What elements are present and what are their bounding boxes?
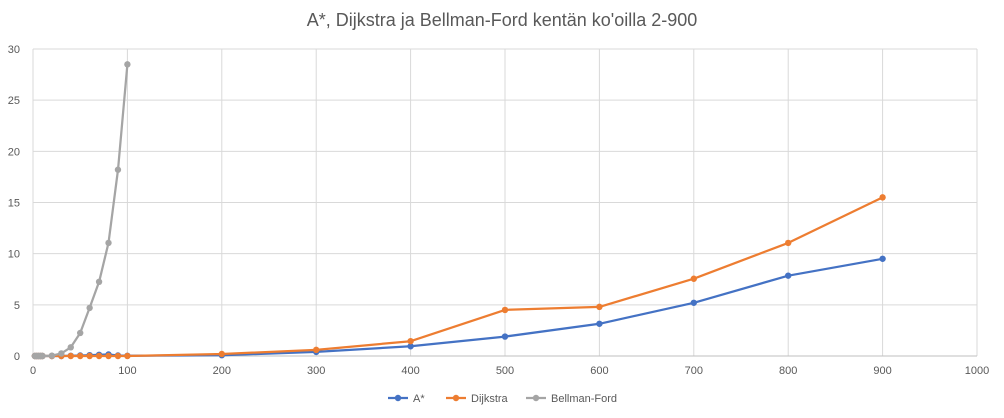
x-tick-label: 600 — [590, 365, 608, 377]
y-tick-label: 30 — [8, 44, 20, 56]
data-point — [105, 352, 112, 360]
data-point — [86, 304, 93, 312]
data-point — [879, 255, 886, 262]
legend-item: Dijkstra — [446, 393, 509, 405]
data-point — [77, 352, 84, 360]
data-point — [95, 352, 103, 360]
data-point — [501, 333, 509, 340]
data-point — [114, 352, 122, 360]
data-point — [124, 352, 131, 360]
data-point — [114, 166, 122, 173]
data-point — [124, 61, 131, 68]
legend-label: Bellman-Ford — [551, 393, 617, 405]
data-point — [77, 329, 84, 337]
x-tick-label: 800 — [779, 365, 797, 377]
data-point — [879, 194, 886, 201]
legend-marker — [394, 394, 402, 402]
y-tick-label: 0 — [14, 351, 20, 363]
data-point — [501, 306, 509, 314]
series-dijkstra — [31, 194, 886, 360]
data-point — [313, 346, 320, 354]
data-point — [785, 272, 792, 279]
data-point — [596, 303, 603, 311]
y-axis-ticks: 0 5 10 15 20 25 30 — [8, 44, 20, 363]
data-point — [95, 278, 103, 286]
y-tick-label: 5 — [14, 300, 20, 312]
legend-item: A* — [388, 393, 425, 405]
data-point — [86, 352, 93, 360]
x-tick-label: 400 — [401, 365, 419, 377]
x-tick-label: 100 — [118, 365, 136, 377]
series-line — [33, 257, 884, 358]
x-tick-label: 900 — [873, 365, 891, 377]
data-point — [407, 337, 414, 345]
x-tick-label: 700 — [685, 365, 703, 377]
data-point — [690, 275, 697, 282]
series-layer — [31, 61, 886, 360]
y-tick-label: 25 — [8, 95, 20, 107]
legend-item: Bellman-Ford — [526, 393, 617, 405]
series-bellman-ford — [31, 61, 131, 360]
x-tick-label: 0 — [30, 365, 36, 377]
legend-marker — [532, 394, 540, 402]
y-tick-label: 10 — [8, 249, 20, 261]
y-tick-label: 15 — [8, 198, 20, 210]
series-a — [31, 255, 886, 360]
data-point — [690, 299, 697, 306]
legend-label: A* — [413, 393, 425, 405]
data-point — [67, 344, 74, 351]
legend-label: Dijkstra — [471, 393, 509, 405]
x-tick-label: 1000 — [965, 365, 989, 377]
legend: A* Dijkstra Bellman-Ford — [388, 393, 617, 405]
x-axis-ticks: 0 100 200 300 400 500 600 700 800 900 1000 — [30, 365, 989, 377]
data-point — [407, 343, 414, 350]
y-tick-label: 20 — [8, 146, 20, 158]
series-line — [33, 196, 884, 358]
chart-title: A*, Dijkstra ja Bellman-Ford kentän ko'o… — [306, 10, 698, 30]
legend-marker — [452, 394, 460, 402]
series-line — [33, 63, 129, 358]
data-point — [67, 352, 74, 360]
data-point — [39, 352, 46, 360]
data-point — [48, 352, 56, 359]
data-point — [105, 239, 112, 247]
data-point — [58, 350, 65, 357]
data-point — [218, 350, 225, 358]
x-tick-label: 200 — [213, 365, 231, 377]
x-tick-label: 300 — [307, 365, 325, 377]
x-tick-label: 500 — [496, 365, 514, 377]
data-point — [785, 239, 792, 247]
data-point — [596, 320, 603, 327]
